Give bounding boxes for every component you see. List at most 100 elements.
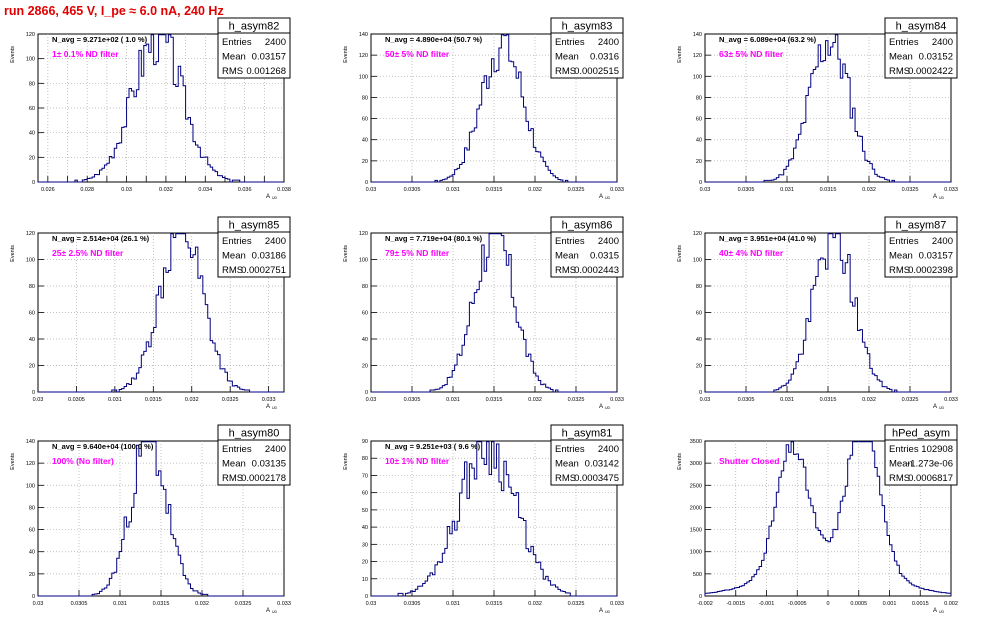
histogram-trace	[38, 34, 284, 183]
x-axis-label: A	[266, 608, 270, 614]
y-tick-label: 100	[359, 258, 368, 264]
filter-annotation: Shutter Closed	[719, 456, 779, 466]
y-tick-label: 80	[29, 505, 35, 511]
x-axis-label: A	[266, 404, 270, 410]
histogram-name: h_asym82	[229, 21, 280, 33]
filter-annotation: 50± 5% ND filter	[385, 49, 450, 59]
stats-value: 0.03186	[252, 251, 286, 262]
stats-value: 2400	[265, 37, 286, 48]
stats-value: 2400	[598, 444, 619, 455]
filter-annotation: 40± 4% ND filter	[719, 248, 784, 258]
stats-box	[884, 424, 958, 486]
y-tick-label: 20	[29, 155, 35, 161]
x-tick-label: 0.0305	[738, 187, 755, 193]
stats-box	[550, 17, 624, 79]
y-tick-label: 40	[696, 337, 702, 343]
y-tick-label: 120	[693, 53, 702, 59]
n-avg-label: N_avg = 3.951e+04 (41.0 %)	[719, 234, 817, 243]
stats-label: Entries	[889, 444, 919, 455]
stats-value: 2400	[265, 236, 286, 247]
y-tick-label: 60	[696, 117, 702, 123]
histogram-name: h_asym86	[562, 220, 613, 232]
stats-value: 0.0002751	[241, 265, 286, 276]
x-tick-label: 0.032	[185, 397, 199, 403]
y-tick-label: 80	[29, 81, 35, 87]
stats-label: Mean	[222, 251, 246, 262]
stats-label: Mean	[889, 52, 913, 63]
stats-label: Mean	[222, 52, 246, 63]
x-axis-label: A	[933, 194, 937, 200]
x-tick-label: 0.033	[262, 397, 276, 403]
y-axis-label: Events	[677, 46, 683, 63]
y-tick-label: 0	[699, 594, 702, 600]
x-tick-label: 0.032	[159, 187, 173, 193]
y-tick-label: 40	[362, 337, 368, 343]
x-tick-label: 0.031	[446, 601, 460, 607]
stats-value: 2400	[265, 444, 286, 455]
y-tick-label: 60	[29, 311, 35, 317]
stats-label: Entries	[222, 37, 252, 48]
stats-label: RMS	[222, 265, 243, 276]
x-tick-label: 0.031	[113, 601, 127, 607]
stats-value: 2400	[932, 236, 953, 247]
y-tick-label: 500	[693, 572, 702, 578]
y-tick-label: 80	[362, 284, 368, 290]
y-tick-label: 100	[26, 483, 35, 489]
y-tick-label: 1500	[690, 528, 702, 534]
histogram-trace	[38, 233, 284, 393]
stats-value: 0.03152	[919, 52, 953, 63]
histogram-name: h_asym87	[896, 220, 947, 232]
x-tick-label: 0.031	[108, 397, 122, 403]
stats-value: 0.0002515	[574, 66, 619, 77]
x-tick-label: -0.001	[759, 601, 775, 607]
filter-annotation: 10± 1% ND filter	[385, 456, 450, 466]
x-tick-label: 0	[826, 601, 829, 607]
x-axis-label: A	[266, 194, 270, 200]
y-tick-label: 80	[29, 284, 35, 290]
x-axis-label-subscript: UD	[939, 610, 945, 614]
page-title: run 2866, 465 V, I_pe ≈ 6.0 nA, 240 Hz	[4, 4, 224, 18]
y-tick-label: 0	[365, 180, 368, 186]
y-tick-label: 100	[693, 258, 702, 264]
filter-annotation: 79± 5% ND filter	[385, 248, 450, 258]
stats-value: 2400	[932, 37, 953, 48]
x-tick-label: 0.0315	[486, 397, 503, 403]
x-tick-label: 0.026	[41, 187, 55, 193]
stats-value: 0.03157	[252, 52, 286, 63]
stats-label: RMS	[889, 66, 910, 77]
y-tick-label: 0	[699, 180, 702, 186]
x-tick-label: 0.031	[780, 187, 794, 193]
stats-label: Entries	[555, 236, 585, 247]
x-tick-label: 0.03	[700, 397, 711, 403]
x-axis-label: A	[599, 404, 603, 410]
filter-annotation: 100% (No filter)	[52, 456, 114, 466]
x-tick-label: 0.0305	[71, 601, 88, 607]
stats-value: 0.001268	[246, 66, 286, 77]
stats-value: 2400	[598, 37, 619, 48]
y-tick-label: 80	[362, 456, 368, 462]
x-tick-label: -0.0005	[788, 601, 807, 607]
y-axis-label: Events	[677, 453, 683, 470]
histogram-panel-h_asym84: 0 20 40 60 80 100 120 140 0.03 0.0305 0.031 0.0315 0…	[677, 17, 958, 200]
x-tick-label: 0.03	[366, 397, 377, 403]
y-tick-label: 80	[362, 95, 368, 101]
stats-box	[217, 17, 291, 79]
x-tick-label: 0.0015	[912, 601, 929, 607]
y-tick-label: 40	[362, 525, 368, 531]
y-tick-label: 0	[365, 390, 368, 396]
filter-annotation: 63± 5% ND filter	[719, 49, 784, 59]
histogram-name: h_asym83	[562, 21, 613, 33]
y-tick-label: 2000	[690, 505, 702, 511]
stats-label: RMS	[555, 265, 576, 276]
filter-annotation: 1± 0.1% ND filter	[52, 49, 119, 59]
y-axis-label: Events	[343, 453, 349, 470]
y-tick-label: 60	[362, 491, 368, 497]
x-tick-label: 0.033	[944, 187, 958, 193]
y-tick-label: 40	[29, 131, 35, 137]
y-tick-label: 20	[362, 560, 368, 566]
x-tick-label: 0.033	[610, 397, 624, 403]
histogram-trace	[704, 441, 952, 596]
y-tick-label: 120	[26, 32, 35, 38]
x-tick-label: 0.032	[862, 187, 876, 193]
histogram-trace	[705, 34, 951, 183]
